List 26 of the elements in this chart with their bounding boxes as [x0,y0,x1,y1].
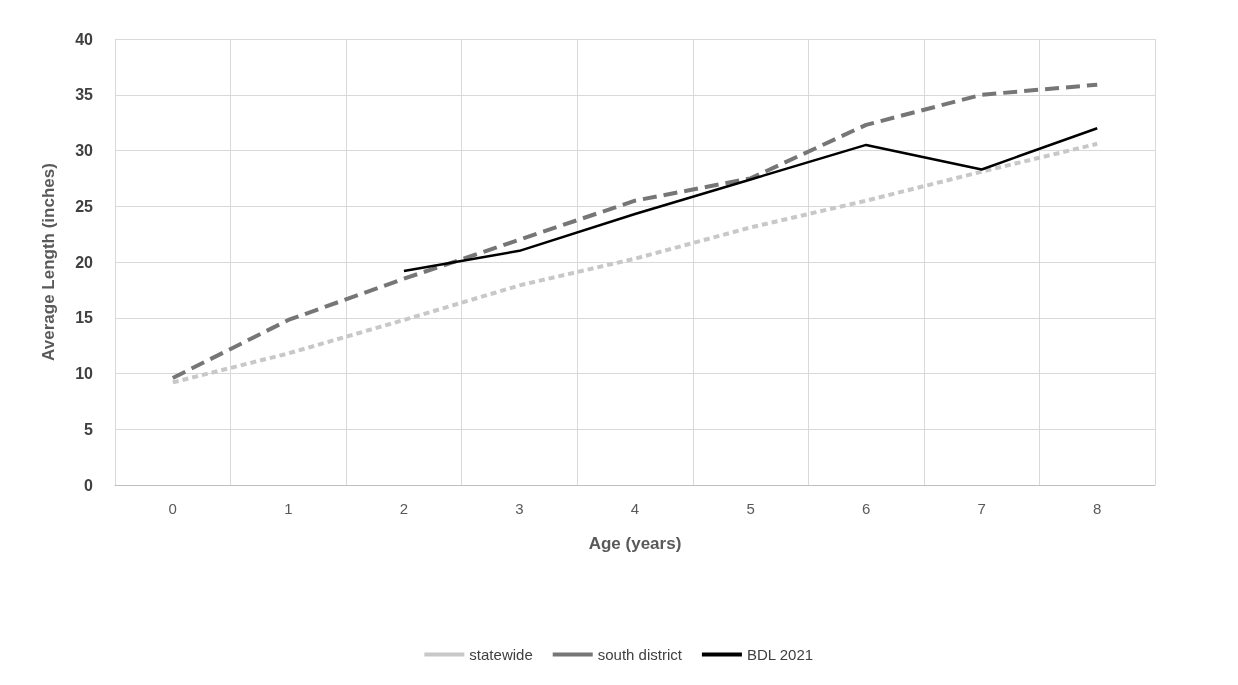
y-tick-label: 5 [84,420,94,438]
y-tick-label: 35 [75,86,94,104]
y-tick-label: 15 [75,309,94,327]
y-tick-label: 30 [75,142,94,159]
y-tick-label: 0 [84,476,94,494]
x-tick-label: 2 [399,500,409,517]
x-tick-label: 1 [284,500,293,517]
x-tick-label: 6 [861,500,871,517]
x-tick-label: 8 [1093,500,1102,517]
x-tick-label: 3 [515,500,524,517]
x-axis-title: Age (years) [588,534,682,553]
x-tick-label: 7 [977,500,986,517]
x-tick-label: 4 [630,500,640,517]
legend-label: statewide [469,646,533,663]
y-tick-label: 20 [75,253,94,271]
y-tick-label: 25 [75,197,94,215]
line-series [170,141,1100,385]
line-series [170,82,1100,380]
y-tick-label: 40 [75,30,94,48]
line-series [402,126,1099,273]
x-tick-label: 5 [746,500,755,517]
y-tick-label: 10 [75,365,94,382]
x-tick-label: 0 [168,500,177,517]
legend-label: south district [597,646,683,663]
legend-label: BDL 2021 [746,646,814,663]
y-axis-title: Average Length (inches) [39,163,58,361]
